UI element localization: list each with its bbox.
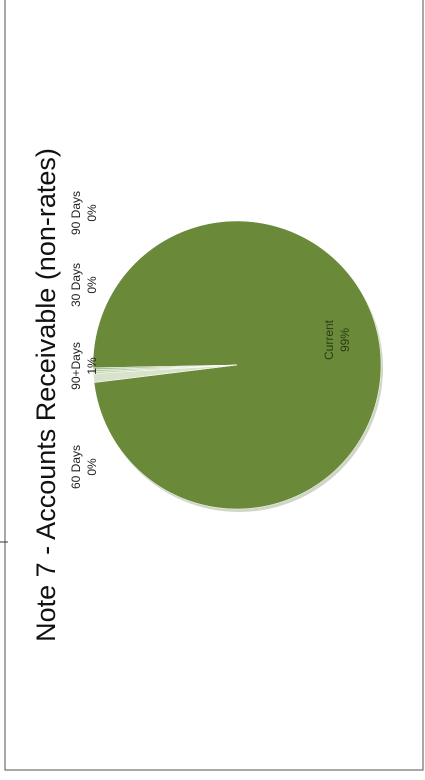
value-label: 0% bbox=[85, 458, 99, 476]
value-label: 1% bbox=[85, 357, 99, 375]
data-label-90-days: 90+Days 1% bbox=[69, 342, 99, 390]
category-label: 90 Days bbox=[69, 191, 83, 235]
pie-chart bbox=[92, 220, 383, 512]
category-label: 90+Days bbox=[69, 342, 83, 390]
pie-slice-60-days bbox=[92, 364, 238, 371]
value-label: 0% bbox=[85, 276, 99, 294]
category-label: 30 Days bbox=[69, 263, 83, 307]
data-label-30-days: 30 Days 0% bbox=[69, 263, 99, 307]
category-label: 60 Days bbox=[69, 445, 83, 489]
pie-labels: Current 99%90+Days 1%30 Days 0%90 Days 0%60 … bbox=[69, 191, 352, 489]
data-label-current: Current 99% bbox=[322, 319, 352, 360]
value-label: 99% bbox=[338, 328, 352, 352]
value-label: 0% bbox=[85, 204, 99, 222]
data-label-90-days: 90 Days 0% bbox=[69, 191, 99, 235]
category-label: Current bbox=[322, 319, 336, 360]
chart-frame bbox=[4, 0, 424, 771]
chart-title: Note 7 - Accounts Receivable (non-rates) bbox=[31, 148, 61, 642]
data-label-60-days: 60 Days 0% bbox=[69, 445, 99, 489]
